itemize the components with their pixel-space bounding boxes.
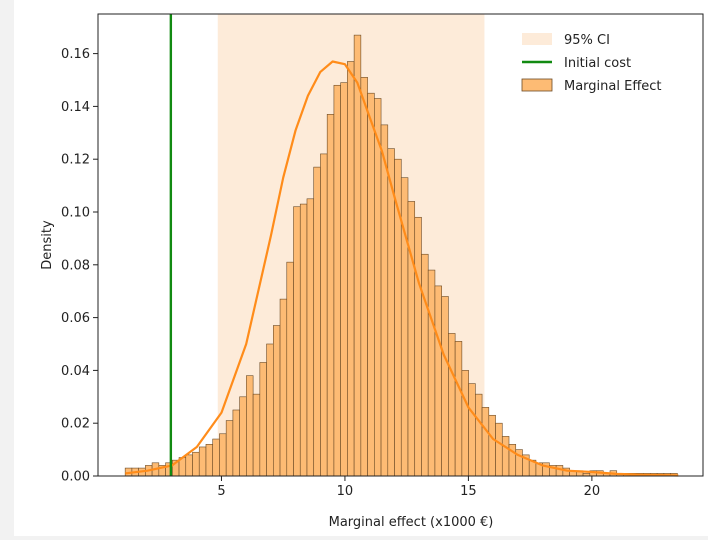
y-axis-label: Density (40, 220, 55, 270)
histogram-bar (441, 296, 449, 477)
plot-frame (97, 13, 704, 477)
y-tick-label: 0.04 (61, 364, 90, 379)
legend-label: Marginal Effect (564, 79, 662, 94)
histogram-bar (374, 98, 382, 477)
y-tick-label: 0.16 (61, 47, 90, 62)
histogram-bar (333, 84, 341, 477)
histogram-bar (212, 438, 220, 477)
marginal-effect-histogram: Density Marginal effect (x1000 €) 5 10 15 2… (40, 13, 704, 530)
histogram-bar (353, 34, 362, 477)
histogram-bar (192, 451, 200, 477)
legend: 95% CI Initial cost Marginal Effect (521, 33, 662, 94)
histogram-bar (434, 285, 442, 477)
histogram-bar (421, 253, 429, 477)
histogram-bar (326, 114, 335, 477)
histogram-bar (414, 216, 422, 477)
y-tick-label: 0.06 (61, 311, 90, 326)
kde-curve (125, 60, 679, 477)
histogram-bar (252, 393, 261, 477)
y-tick-label: 0.08 (61, 258, 90, 273)
histogram-bar (501, 436, 510, 477)
histogram-bar (219, 433, 227, 477)
figure: Density Marginal effect (x1000 €) 5 10 15 2… (14, 0, 708, 536)
histogram-bar (239, 396, 247, 477)
histogram-bar (555, 465, 564, 477)
x-axis-label: Marginal effect (x1000 €) (329, 515, 494, 530)
histogram-bar (475, 393, 483, 477)
histogram-bar (320, 153, 328, 477)
histogram-bar (225, 420, 234, 477)
histogram-bar (340, 82, 348, 477)
histogram-bar (407, 201, 416, 477)
y-tick-label: 0.12 (61, 153, 90, 168)
histogram-bar (367, 92, 375, 477)
histogram-bar (427, 269, 436, 477)
histogram-bar (286, 261, 294, 477)
histogram-bar (360, 77, 368, 477)
histogram-bar (481, 407, 490, 477)
histogram-bar (306, 198, 315, 477)
y-tick-label: 0.10 (61, 206, 90, 221)
legend-label: Initial cost (564, 56, 631, 71)
y-tick-label: 0.14 (61, 100, 90, 115)
y-tick-label: 0.02 (61, 417, 90, 432)
x-tick-label: 20 (584, 484, 601, 499)
histogram-bar (205, 444, 214, 477)
histogram-bar (273, 325, 281, 477)
legend-marginal-effect-swatch (521, 78, 553, 92)
histogram-bar (380, 124, 389, 477)
histogram-bar (246, 375, 254, 477)
histogram-bar (198, 446, 207, 477)
histogram-bar (461, 370, 469, 477)
histogram-bar (313, 166, 321, 477)
x-tick-label: 10 (337, 484, 354, 499)
histogram-bar (488, 414, 496, 477)
histogram-bar (454, 341, 463, 477)
x-tick-label: 5 (217, 484, 225, 499)
histogram-bar (347, 61, 355, 477)
x-tick-label: 15 (460, 484, 477, 499)
histogram-bar (232, 409, 240, 477)
histogram-bar (299, 203, 308, 477)
histogram-bar (495, 422, 503, 477)
histogram-bar (387, 148, 395, 477)
histogram-bar (448, 333, 456, 477)
histogram-bar (259, 362, 267, 477)
histogram-bar (293, 206, 301, 477)
legend-label: 95% CI (564, 33, 610, 48)
histogram-bar (279, 298, 288, 477)
legend-ci-swatch (522, 33, 552, 45)
y-tick-label: 0.00 (61, 470, 90, 485)
histogram-bar (185, 454, 193, 477)
histogram-bar (468, 383, 476, 477)
histogram-bar (266, 343, 274, 477)
